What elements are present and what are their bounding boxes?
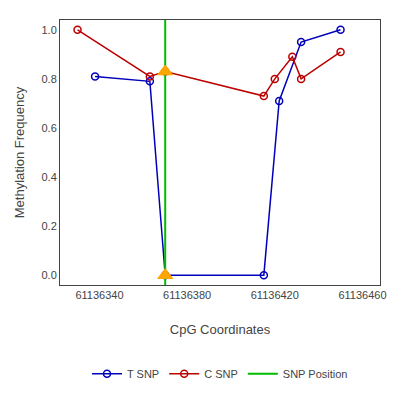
svg-text:0.2: 0.2 [42, 220, 57, 232]
svg-text:61136420: 61136420 [251, 289, 299, 301]
svg-text:Methylation Frequency: Methylation Frequency [12, 86, 27, 218]
svg-text:61136460: 61136460 [338, 289, 386, 301]
svg-text:61136380: 61136380 [163, 289, 211, 301]
svg-text:1.0: 1.0 [42, 24, 57, 36]
svg-text:SNP Position: SNP Position [283, 368, 348, 380]
svg-text:CpG Coordinates: CpG Coordinates [170, 322, 271, 337]
svg-text:0.4: 0.4 [42, 171, 57, 183]
svg-text:T SNP: T SNP [127, 368, 159, 380]
svg-text:C SNP: C SNP [204, 368, 238, 380]
svg-text:0.6: 0.6 [42, 122, 57, 134]
svg-text:0.0: 0.0 [42, 269, 57, 281]
svg-text:61136340: 61136340 [75, 289, 123, 301]
svg-text:0.8: 0.8 [42, 73, 57, 85]
